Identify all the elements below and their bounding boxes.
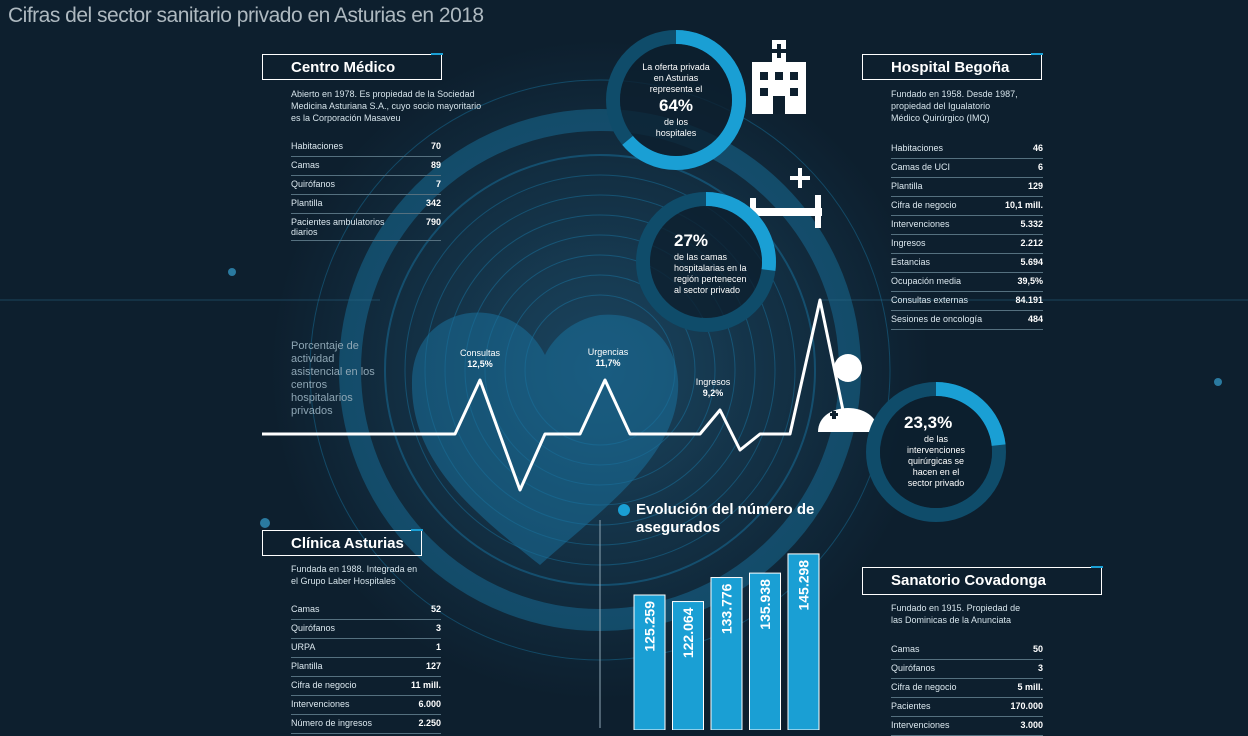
table-row: Pacientes 170.000 xyxy=(891,697,1043,717)
table-row: Número de ingresos 2.250 xyxy=(291,714,441,734)
activity-urgencias: Urgencias 11,7% xyxy=(587,347,629,368)
sanatorio-covadonga-table: Camas 50 Quirófanos 3 Cifra de negocio 5 mi… xyxy=(891,641,1043,736)
table-row: Cifra de negocio 5 mill. xyxy=(891,678,1043,698)
activity-ingresos: Ingresos 9,2% xyxy=(695,377,731,398)
activity-label: Porcentaje de actividad asistencial en l… xyxy=(291,340,375,417)
centro-medico-desc: Abierto en 1978. Es propiedad de la Soci… xyxy=(291,89,482,123)
bar-chart: 125.259 122.064 133.776 135.938 145.298 xyxy=(633,553,820,730)
hospital-begona-table: Habitaciones 46 Camas de UCI 6 Plantilla 12… xyxy=(891,140,1043,330)
table-row: Intervenciones 6.000 xyxy=(291,695,441,715)
page-title: Cifras del sector sanitario privado en A… xyxy=(8,4,484,27)
bar-2 xyxy=(672,601,704,730)
table-row: URPA 1 xyxy=(291,638,441,658)
centro-medico-title: Centro Médico xyxy=(262,53,443,80)
table-row: Habitaciones 46 xyxy=(891,140,1043,159)
table-row: Cifra de negocio 10,1 mill. xyxy=(891,196,1043,216)
table-row: Habitaciones 70 xyxy=(291,138,441,157)
table-row: Plantilla 342 xyxy=(291,194,441,214)
centro-medico-table: Habitaciones 70 Camas 89 Quirófanos 7 Plant… xyxy=(291,138,441,241)
bar-label-2: 122.064 xyxy=(680,607,696,658)
table-row: Camas 50 xyxy=(891,641,1043,660)
clinica-asturias-title: Clínica Asturias xyxy=(262,529,423,556)
bar-1 xyxy=(633,594,666,730)
ring-27-text: 27% de las camas hospitalarias en la reg… xyxy=(674,231,747,295)
table-row: Camas 89 xyxy=(291,156,441,176)
table-row: Quirófanos 3 xyxy=(891,659,1043,679)
bar-label-3: 133.776 xyxy=(719,583,735,634)
sanatorio-covadonga-title: Sanatorio Covadonga xyxy=(862,566,1103,595)
bar-label-5: 145.298 xyxy=(796,560,812,611)
table-row: Quirófanos 7 xyxy=(291,175,441,195)
table-row: Camas 52 xyxy=(291,601,441,620)
table-row: Plantilla 127 xyxy=(291,657,441,677)
hospital-begona-title: Hospital Begoña xyxy=(862,53,1043,80)
bar-5 xyxy=(787,553,820,730)
table-row: Ocupación media 39,5% xyxy=(891,272,1043,292)
bar-3 xyxy=(710,577,743,730)
table-row: Camas de UCI 6 xyxy=(891,158,1043,178)
bar-label-4: 135.938 xyxy=(757,579,773,630)
table-row: Pacientes ambulatorios diarios 790 xyxy=(291,213,441,241)
ring-64-text: La oferta privada en Asturias representa… xyxy=(642,62,710,138)
hospital-begona-desc: Fundado en 1958. Desde 1987, propiedad d… xyxy=(891,89,1018,123)
table-row: Plantilla 129 xyxy=(891,177,1043,197)
clinica-asturias-desc: Fundada en 1988. Integrada en el Grupo L… xyxy=(291,564,418,586)
table-row: Consultas externas 84.191 xyxy=(891,291,1043,311)
activity-consultas: Consultas 12,5% xyxy=(459,348,501,369)
chart-bullet xyxy=(618,504,630,516)
table-row: Cifra de negocio 11 mill. xyxy=(291,676,441,696)
sanatorio-covadonga-desc: Fundado en 1915. Propiedad de las Domini… xyxy=(891,603,1021,625)
table-row: Intervenciones 5.332 xyxy=(891,215,1043,235)
bar-label-1: 125.259 xyxy=(642,601,658,652)
bar-4 xyxy=(749,572,781,730)
clinica-asturias-table: Camas 52 Quirófanos 3 URPA 1 Plantilla 127 C… xyxy=(291,601,441,734)
table-row: Estancias 5.694 xyxy=(891,253,1043,273)
table-row: Intervenciones 3.000 xyxy=(891,716,1043,736)
table-row: Sesiones de oncología 484 xyxy=(891,310,1043,330)
chart-title: Evolución del número de asegurados xyxy=(636,501,815,536)
table-row: Quirófanos 3 xyxy=(291,619,441,639)
ring-23-text: 23,3% de las intervenciones quirúrgicas … xyxy=(904,413,966,488)
table-row: Ingresos 2.212 xyxy=(891,234,1043,254)
